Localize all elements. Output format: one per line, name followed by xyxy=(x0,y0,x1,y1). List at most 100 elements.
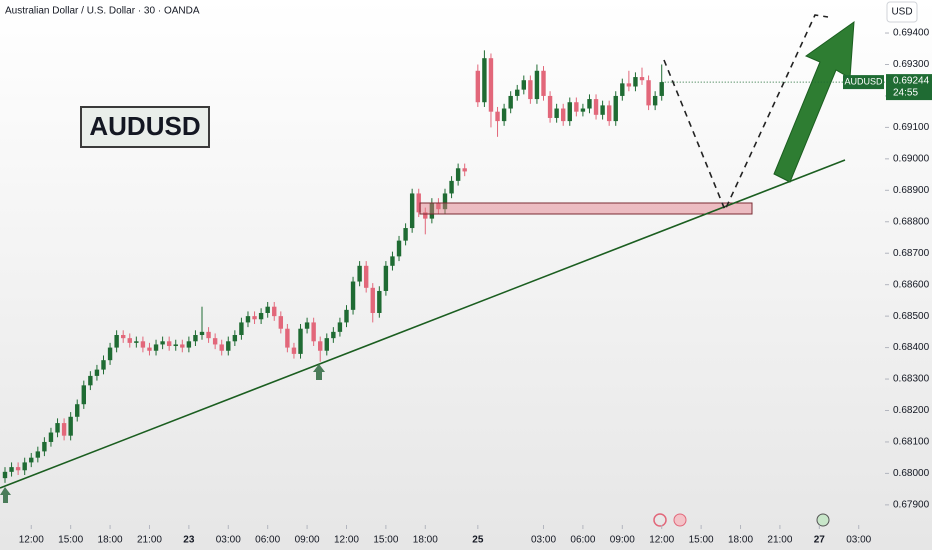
candle-body xyxy=(48,432,54,442)
currency-label: USD xyxy=(891,7,912,18)
up-arrow xyxy=(0,487,11,503)
x-tick-label: 15:00 xyxy=(689,535,714,546)
candle-body xyxy=(561,108,566,122)
candle-body xyxy=(659,82,664,96)
candle-body xyxy=(613,95,618,122)
candle-body xyxy=(390,256,395,266)
x-tick-label: 15:00 xyxy=(58,535,83,546)
candle-body xyxy=(278,316,284,329)
candle-body xyxy=(180,344,185,348)
event-icon[interactable] xyxy=(653,513,667,527)
watermark-box xyxy=(80,106,210,148)
candle-body xyxy=(429,202,435,219)
candle-body xyxy=(160,341,165,345)
candle-body xyxy=(416,193,421,213)
candle-body xyxy=(350,281,356,310)
candle-body xyxy=(515,89,520,96)
x-tick-label: 18:00 xyxy=(98,535,123,546)
big-arrow xyxy=(773,20,855,183)
candle-body xyxy=(166,341,172,347)
candle-body xyxy=(101,360,106,370)
candle-body xyxy=(377,290,382,313)
y-tick-label: 0.68000 xyxy=(893,468,930,479)
candle-body xyxy=(265,306,270,313)
candle-body xyxy=(298,328,303,354)
x-tick-label: 12:00 xyxy=(649,535,674,546)
candle-body xyxy=(2,471,8,479)
candle-body xyxy=(423,212,428,219)
candle-body xyxy=(114,335,119,348)
y-tick-label: 0.68800 xyxy=(893,216,930,227)
x-tick-label: 12:00 xyxy=(334,535,359,546)
candle-body xyxy=(173,344,178,347)
candle-body xyxy=(620,83,625,96)
candle-body xyxy=(363,265,369,288)
candle-body xyxy=(212,338,218,345)
y-tick-label: 0.68700 xyxy=(893,248,930,259)
x-tick-label: 03:00 xyxy=(846,535,871,546)
chart-title: Australian Dollar / U.S. Dollar · 30 · O… xyxy=(5,6,200,17)
candle-body xyxy=(186,341,192,348)
x-tick-label: 09:00 xyxy=(295,535,320,546)
candle-body xyxy=(383,265,389,291)
symbol-tag-box xyxy=(843,75,884,90)
candle-body xyxy=(22,462,27,471)
candle-body xyxy=(94,369,100,376)
currency-button[interactable] xyxy=(886,1,918,23)
x-tick-label: 03:00 xyxy=(531,535,556,546)
candle-body xyxy=(534,70,540,100)
candle-body xyxy=(107,347,113,361)
price-tag-box xyxy=(886,74,932,101)
candle-body xyxy=(121,335,126,339)
candle-body xyxy=(554,108,559,118)
x-tick-label: 21:00 xyxy=(767,535,792,546)
candle-body xyxy=(258,312,264,320)
candle-body xyxy=(331,331,336,339)
event-icon[interactable] xyxy=(816,513,830,527)
x-tick-label: 23 xyxy=(183,535,195,546)
candle-body xyxy=(409,193,415,229)
x-tick-label: 21:00 xyxy=(137,535,162,546)
candle-body xyxy=(324,338,329,351)
projection-path xyxy=(663,14,829,213)
candle-body xyxy=(193,335,198,342)
candle-body xyxy=(199,331,205,336)
candle-body xyxy=(541,70,546,96)
candle-body xyxy=(403,228,408,241)
candle-body xyxy=(206,331,211,339)
candle-body xyxy=(153,344,159,351)
y-tick-label: 0.68300 xyxy=(893,374,930,385)
y-tick-label: 0.69400 xyxy=(893,28,930,39)
candles xyxy=(2,50,664,483)
y-tick-label: 0.68500 xyxy=(893,311,930,322)
price-tag: 0.69244 xyxy=(893,76,930,87)
x-tick-label: 25 xyxy=(472,535,484,546)
support-zone xyxy=(419,202,753,215)
candle-body xyxy=(337,322,343,332)
candle-body xyxy=(127,338,132,343)
y-tick-label: 0.69000 xyxy=(893,153,930,164)
y-tick-label: 0.68600 xyxy=(893,279,930,290)
candle-body xyxy=(75,404,80,417)
candle-body xyxy=(285,328,290,348)
x-tick-label: 27 xyxy=(814,535,826,546)
candle-body xyxy=(344,309,349,323)
y-tick-label: 0.67900 xyxy=(893,500,930,511)
countdown: 24:55 xyxy=(893,88,918,99)
candle-body xyxy=(61,423,67,436)
candle-body xyxy=(357,265,362,282)
x-tick-label: 15:00 xyxy=(373,535,398,546)
event-icon[interactable] xyxy=(673,513,687,527)
y-tick-label: 0.68100 xyxy=(893,437,930,448)
candle-body xyxy=(652,95,658,106)
candle-body xyxy=(482,58,487,103)
x-tick-label: 18:00 xyxy=(728,535,753,546)
candle-body xyxy=(606,105,612,122)
candle-body xyxy=(272,306,277,317)
candle-body xyxy=(508,95,513,109)
candle-body xyxy=(495,111,500,122)
candle-body xyxy=(521,80,527,90)
candle-body xyxy=(232,335,238,342)
